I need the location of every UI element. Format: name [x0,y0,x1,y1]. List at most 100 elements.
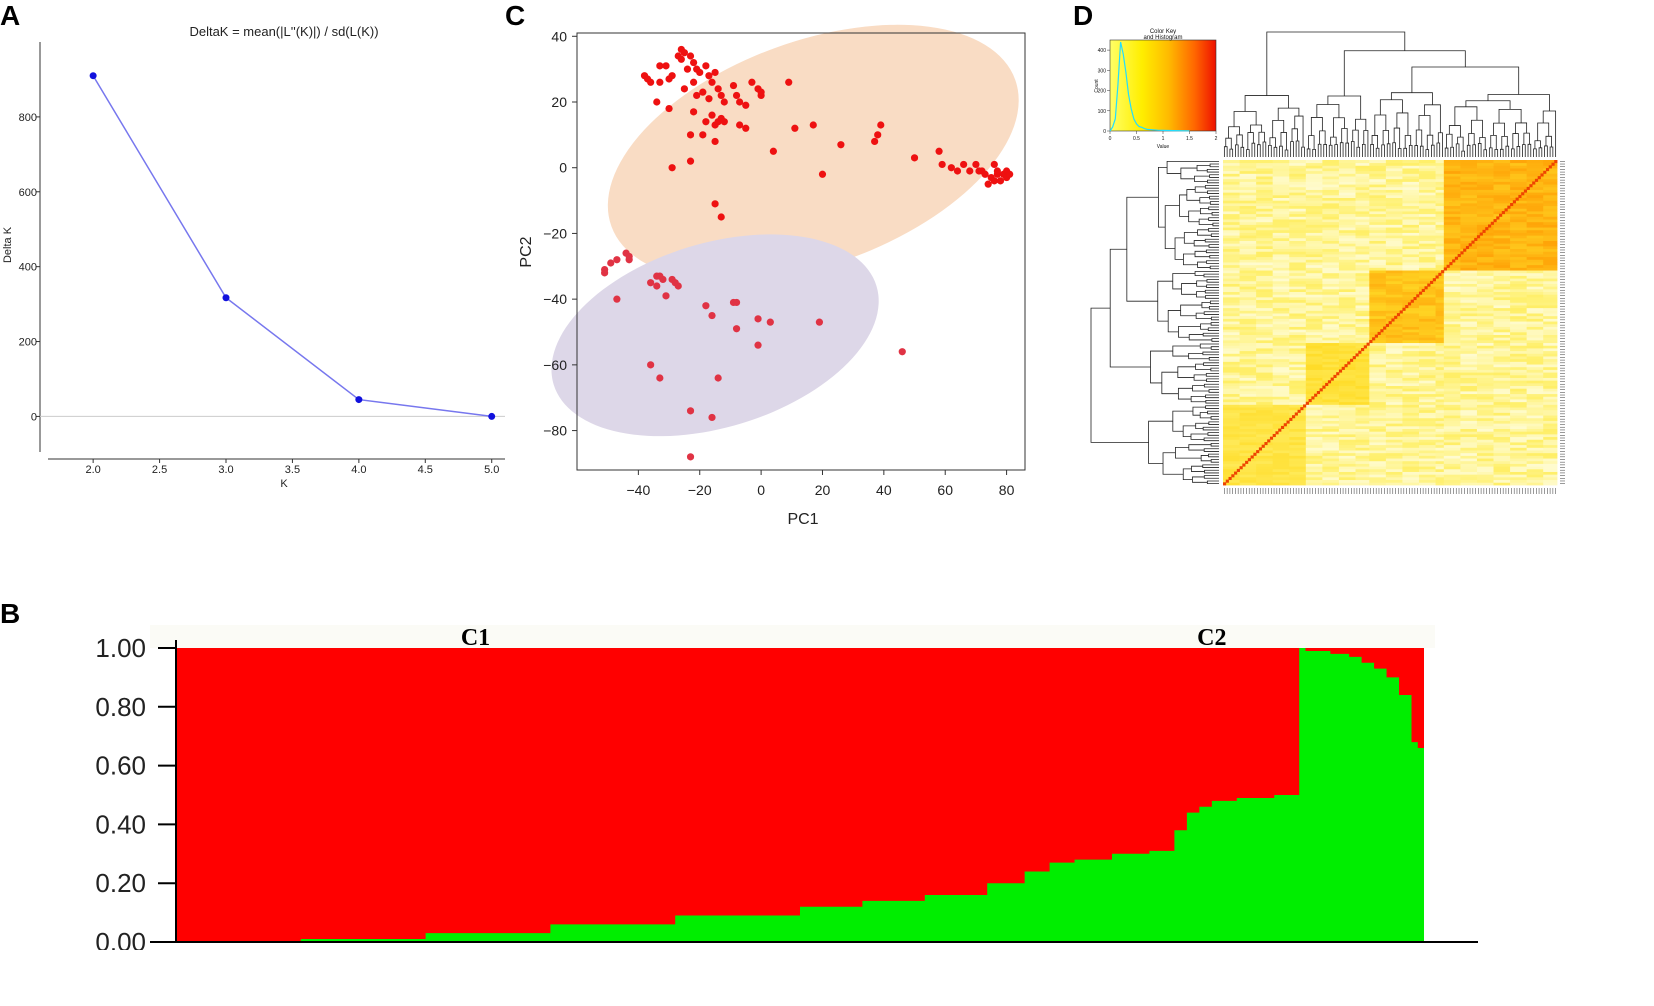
heatmap-cell [1402,417,1420,421]
heatmap-cell [1239,385,1257,389]
heatmap-cell [1256,280,1274,284]
heatmap-cell [1435,466,1445,470]
heatmap-cell [1543,205,1558,209]
heatmap-cell [1223,232,1240,236]
heatmap-cell [1418,280,1436,284]
heatmap-cell [1305,202,1323,207]
heatmap-cell [1510,372,1528,376]
heatmap-cell [1369,267,1387,271]
heatmap-cell [1369,366,1387,370]
heatmap-cell [1272,439,1290,443]
heatmap-cell [1543,390,1558,395]
heatmap-cell [1272,192,1290,196]
heatmap-cell [1418,278,1436,282]
heatmap-cell [1443,331,1461,335]
heatmap-cell [1223,396,1240,400]
heatmap-cell [1543,189,1558,193]
row-dendrogram-link [1181,283,1197,295]
heatmap-cell [1369,468,1387,472]
heatmap-cell [1239,436,1257,440]
heatmap-cell [1476,323,1494,327]
col-dendrogram-link [1461,150,1465,157]
heatmap-cell [1435,186,1445,190]
heatmap-cell [1322,286,1340,290]
heatmap-cell [1526,256,1544,260]
heatmap-cell [1493,326,1511,330]
col-dendrogram-link [1343,50,1466,96]
col-dendrogram-link [1490,134,1497,150]
heatmap-cell [1289,463,1307,467]
row-dendrogram-link [1205,249,1219,254]
heatmap-cell [1338,450,1356,454]
heatmap-cell [1435,248,1445,252]
heatmap-cell [1402,329,1420,333]
heatmap-cell [1443,321,1461,325]
heatmap-diagonal-cell [1289,417,1293,421]
heatmap-cell [1305,460,1323,464]
heatmap-cell [1272,315,1290,319]
heatmap-cell [1543,345,1558,349]
heatmap-cell [1355,331,1370,335]
heatmap-cell [1369,286,1387,290]
heatmap-cell [1338,192,1356,196]
heatmap-cell [1435,468,1445,472]
heatmap-cell [1543,245,1558,250]
heatmap-cell [1272,358,1290,362]
heatmap-cell [1256,358,1274,362]
heatmap-cell [1289,374,1307,378]
heatmap-cell [1435,348,1445,352]
heatmap-cell [1322,267,1340,271]
heatmap-cell [1402,315,1420,319]
heatmap-cell [1239,334,1257,338]
heatmap-cell [1476,374,1494,378]
heatmap-cell [1239,447,1257,451]
heatmap-cell [1272,294,1290,298]
heatmap-cell [1435,165,1445,169]
heatmap-cell [1355,476,1370,481]
heatmap-cell [1338,372,1356,376]
heatmap-cell [1510,433,1528,438]
heatmap-cell [1239,224,1257,228]
heatmap-cell [1443,374,1461,378]
heatmap-cell [1543,162,1558,166]
heatmap-cell [1402,385,1420,389]
heatmap-cell [1526,353,1544,357]
col-dendrogram-link [1396,112,1409,136]
heatmap-cell [1223,280,1240,284]
heatmap-cell [1543,404,1558,408]
heatmap-cell [1289,283,1307,287]
heatmap-cell [1493,353,1511,357]
heatmap-cell [1476,369,1494,373]
heatmap-cell [1385,380,1403,384]
heatmap-cell [1510,189,1528,193]
heatmap-cell [1443,232,1461,236]
col-dendrogram-link [1515,122,1528,134]
heatmap-cell [1239,479,1257,483]
col-dendrogram-link [1483,149,1488,157]
heatmap-cell [1443,307,1461,311]
heatmap-cell [1239,468,1257,472]
heatmap-cell [1272,280,1290,284]
heatmap-cell [1476,197,1494,201]
heatmap-cell [1256,474,1274,478]
heatmap-cell [1322,423,1340,427]
heatmap-cell [1305,208,1323,212]
heatmap-cell [1476,240,1494,244]
heatmap-cell [1526,455,1544,459]
heatmap-diagonal-cell [1457,254,1461,258]
heatmap-cell [1289,243,1307,247]
heatmap-cell [1526,396,1544,400]
x-tick-label: 2.5 [152,464,167,476]
heatmap-cell [1476,165,1494,169]
heatmap-cell [1305,178,1323,182]
heatmap-cell [1289,221,1307,225]
heatmap-cell [1369,243,1387,247]
heatmap-cell [1526,251,1544,255]
heatmap-cell [1435,259,1445,263]
heatmap-cell [1289,444,1307,448]
heatmap-cell [1543,232,1558,236]
heatmap-cell [1355,232,1370,236]
col-dendrogram-link [1272,120,1285,138]
heatmap-cell [1435,243,1445,247]
heatmap-cell [1526,194,1544,199]
